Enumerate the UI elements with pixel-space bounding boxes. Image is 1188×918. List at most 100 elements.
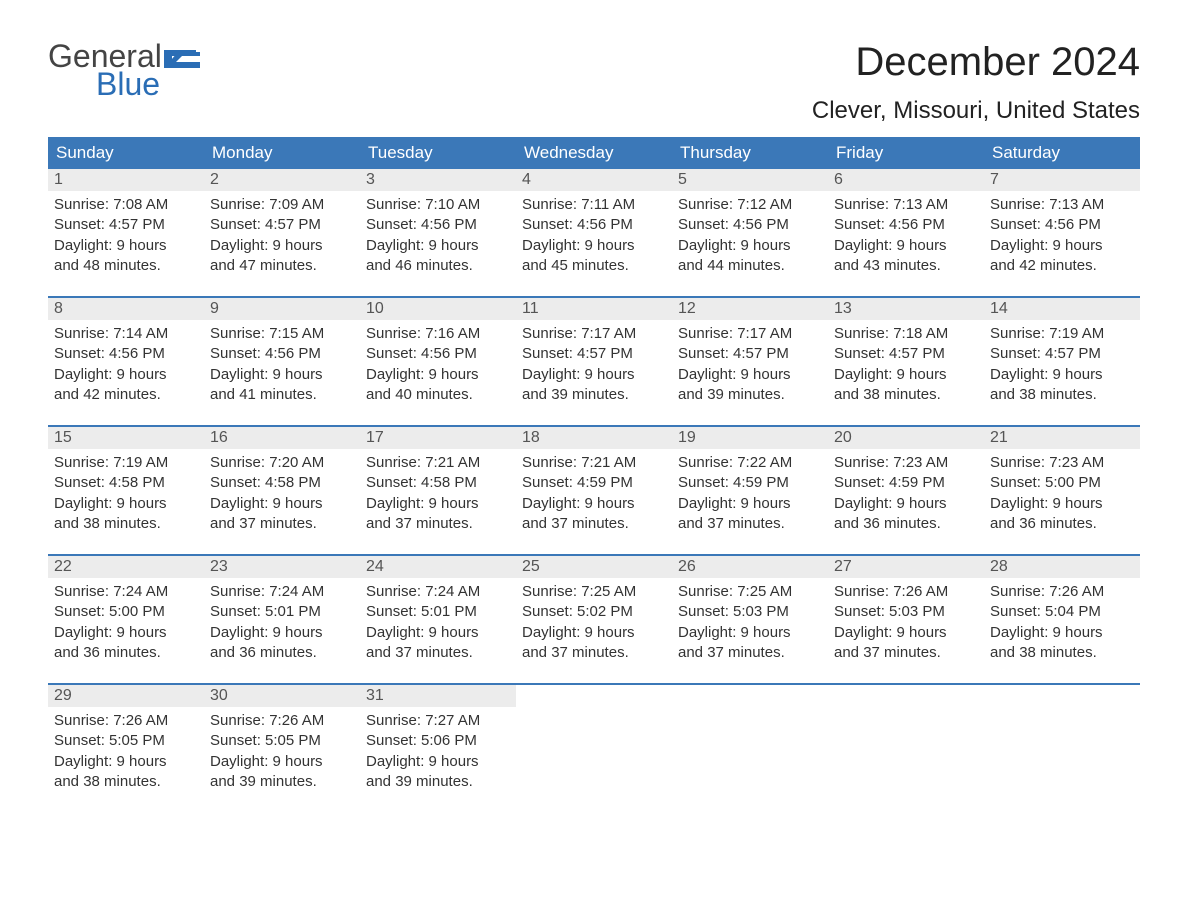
- calendar-cell: 14Sunrise: 7:19 AMSunset: 4:57 PMDayligh…: [984, 297, 1140, 426]
- day-number: 24: [360, 556, 516, 578]
- day-line-d1: Daylight: 9 hours: [210, 236, 354, 256]
- day-line-d1: Daylight: 9 hours: [990, 494, 1134, 514]
- day-line-d2: and 37 minutes.: [366, 643, 510, 663]
- day-line-sr: Sunrise: 7:17 AM: [678, 324, 822, 344]
- day-details: Sunrise: 7:09 AMSunset: 4:57 PMDaylight:…: [204, 191, 360, 296]
- day-line-d2: and 37 minutes.: [522, 514, 666, 534]
- day-line-d2: and 44 minutes.: [678, 256, 822, 276]
- day-details: Sunrise: 7:24 AMSunset: 5:00 PMDaylight:…: [48, 578, 204, 683]
- day-number: 22: [48, 556, 204, 578]
- day-details: Sunrise: 7:17 AMSunset: 4:57 PMDaylight:…: [516, 320, 672, 425]
- day-line-sr: Sunrise: 7:08 AM: [54, 195, 198, 215]
- day-line-sr: Sunrise: 7:09 AM: [210, 195, 354, 215]
- day-line-d1: Daylight: 9 hours: [210, 365, 354, 385]
- day-line-ss: Sunset: 4:58 PM: [366, 473, 510, 493]
- day-line-sr: Sunrise: 7:23 AM: [990, 453, 1134, 473]
- day-line-d1: Daylight: 9 hours: [990, 236, 1134, 256]
- day-line-sr: Sunrise: 7:26 AM: [990, 582, 1134, 602]
- day-number: 31: [360, 685, 516, 707]
- day-line-d1: Daylight: 9 hours: [678, 494, 822, 514]
- day-line-ss: Sunset: 5:03 PM: [834, 602, 978, 622]
- day-number: 12: [672, 298, 828, 320]
- day-line-sr: Sunrise: 7:23 AM: [834, 453, 978, 473]
- calendar-cell: 12Sunrise: 7:17 AMSunset: 4:57 PMDayligh…: [672, 297, 828, 426]
- calendar-cell: [516, 684, 672, 812]
- calendar-cell: 2Sunrise: 7:09 AMSunset: 4:57 PMDaylight…: [204, 169, 360, 297]
- day-line-ss: Sunset: 4:58 PM: [210, 473, 354, 493]
- day-number: 14: [984, 298, 1140, 320]
- day-line-ss: Sunset: 4:56 PM: [678, 215, 822, 235]
- day-line-d1: Daylight: 9 hours: [366, 494, 510, 514]
- day-line-sr: Sunrise: 7:24 AM: [366, 582, 510, 602]
- day-line-ss: Sunset: 5:01 PM: [210, 602, 354, 622]
- day-line-sr: Sunrise: 7:26 AM: [834, 582, 978, 602]
- day-number: 23: [204, 556, 360, 578]
- day-details: Sunrise: 7:23 AMSunset: 4:59 PMDaylight:…: [828, 449, 984, 554]
- day-line-sr: Sunrise: 7:11 AM: [522, 195, 666, 215]
- day-line-d2: and 37 minutes.: [210, 514, 354, 534]
- day-line-d2: and 40 minutes.: [366, 385, 510, 405]
- day-line-ss: Sunset: 4:57 PM: [210, 215, 354, 235]
- calendar-cell: 21Sunrise: 7:23 AMSunset: 5:00 PMDayligh…: [984, 426, 1140, 555]
- calendar-cell: 10Sunrise: 7:16 AMSunset: 4:56 PMDayligh…: [360, 297, 516, 426]
- day-number: 10: [360, 298, 516, 320]
- weekday-header: Sunday: [48, 137, 204, 169]
- calendar-cell: 28Sunrise: 7:26 AMSunset: 5:04 PMDayligh…: [984, 555, 1140, 684]
- day-line-ss: Sunset: 5:03 PM: [678, 602, 822, 622]
- calendar-cell: 30Sunrise: 7:26 AMSunset: 5:05 PMDayligh…: [204, 684, 360, 812]
- day-line-d2: and 45 minutes.: [522, 256, 666, 276]
- day-line-d1: Daylight: 9 hours: [54, 623, 198, 643]
- day-line-d2: and 42 minutes.: [54, 385, 198, 405]
- day-line-d1: Daylight: 9 hours: [522, 365, 666, 385]
- calendar-week-row: 8Sunrise: 7:14 AMSunset: 4:56 PMDaylight…: [48, 297, 1140, 426]
- day-line-ss: Sunset: 4:56 PM: [210, 344, 354, 364]
- day-line-d1: Daylight: 9 hours: [834, 623, 978, 643]
- day-line-d1: Daylight: 9 hours: [522, 494, 666, 514]
- day-line-d1: Daylight: 9 hours: [210, 494, 354, 514]
- calendar-cell: 7Sunrise: 7:13 AMSunset: 4:56 PMDaylight…: [984, 169, 1140, 297]
- day-line-ss: Sunset: 4:56 PM: [834, 215, 978, 235]
- day-details: Sunrise: 7:08 AMSunset: 4:57 PMDaylight:…: [48, 191, 204, 296]
- day-line-sr: Sunrise: 7:27 AM: [366, 711, 510, 731]
- day-line-d1: Daylight: 9 hours: [834, 365, 978, 385]
- day-line-d1: Daylight: 9 hours: [522, 236, 666, 256]
- day-line-sr: Sunrise: 7:15 AM: [210, 324, 354, 344]
- brand-logo: General Blue: [48, 40, 200, 100]
- day-number: 20: [828, 427, 984, 449]
- day-details: Sunrise: 7:15 AMSunset: 4:56 PMDaylight:…: [204, 320, 360, 425]
- day-line-d2: and 37 minutes.: [678, 514, 822, 534]
- day-number: 11: [516, 298, 672, 320]
- day-line-d1: Daylight: 9 hours: [990, 365, 1134, 385]
- calendar-week-row: 29Sunrise: 7:26 AMSunset: 5:05 PMDayligh…: [48, 684, 1140, 812]
- day-line-d2: and 47 minutes.: [210, 256, 354, 276]
- calendar-cell: [984, 684, 1140, 812]
- calendar-cell: 4Sunrise: 7:11 AMSunset: 4:56 PMDaylight…: [516, 169, 672, 297]
- day-line-ss: Sunset: 4:57 PM: [834, 344, 978, 364]
- calendar-week-row: 22Sunrise: 7:24 AMSunset: 5:00 PMDayligh…: [48, 555, 1140, 684]
- weekday-header: Friday: [828, 137, 984, 169]
- day-line-ss: Sunset: 4:56 PM: [366, 344, 510, 364]
- day-line-ss: Sunset: 4:58 PM: [54, 473, 198, 493]
- calendar-cell: 11Sunrise: 7:17 AMSunset: 4:57 PMDayligh…: [516, 297, 672, 426]
- weekday-header: Saturday: [984, 137, 1140, 169]
- day-details: Sunrise: 7:24 AMSunset: 5:01 PMDaylight:…: [204, 578, 360, 683]
- day-line-d1: Daylight: 9 hours: [54, 494, 198, 514]
- day-line-d1: Daylight: 9 hours: [366, 365, 510, 385]
- brand-part2: Blue: [96, 68, 200, 100]
- day-details: Sunrise: 7:18 AMSunset: 4:57 PMDaylight:…: [828, 320, 984, 425]
- day-details: Sunrise: 7:22 AMSunset: 4:59 PMDaylight:…: [672, 449, 828, 554]
- day-number: 8: [48, 298, 204, 320]
- day-details: Sunrise: 7:12 AMSunset: 4:56 PMDaylight:…: [672, 191, 828, 296]
- day-details: Sunrise: 7:10 AMSunset: 4:56 PMDaylight:…: [360, 191, 516, 296]
- calendar-cell: 24Sunrise: 7:24 AMSunset: 5:01 PMDayligh…: [360, 555, 516, 684]
- calendar-table: Sunday Monday Tuesday Wednesday Thursday…: [48, 137, 1140, 812]
- day-line-sr: Sunrise: 7:19 AM: [990, 324, 1134, 344]
- day-line-d2: and 38 minutes.: [990, 643, 1134, 663]
- day-line-d2: and 38 minutes.: [54, 514, 198, 534]
- day-line-ss: Sunset: 4:56 PM: [522, 215, 666, 235]
- day-line-ss: Sunset: 4:57 PM: [678, 344, 822, 364]
- day-line-d2: and 37 minutes.: [522, 643, 666, 663]
- day-line-d2: and 43 minutes.: [834, 256, 978, 276]
- calendar-cell: 1Sunrise: 7:08 AMSunset: 4:57 PMDaylight…: [48, 169, 204, 297]
- calendar-cell: 6Sunrise: 7:13 AMSunset: 4:56 PMDaylight…: [828, 169, 984, 297]
